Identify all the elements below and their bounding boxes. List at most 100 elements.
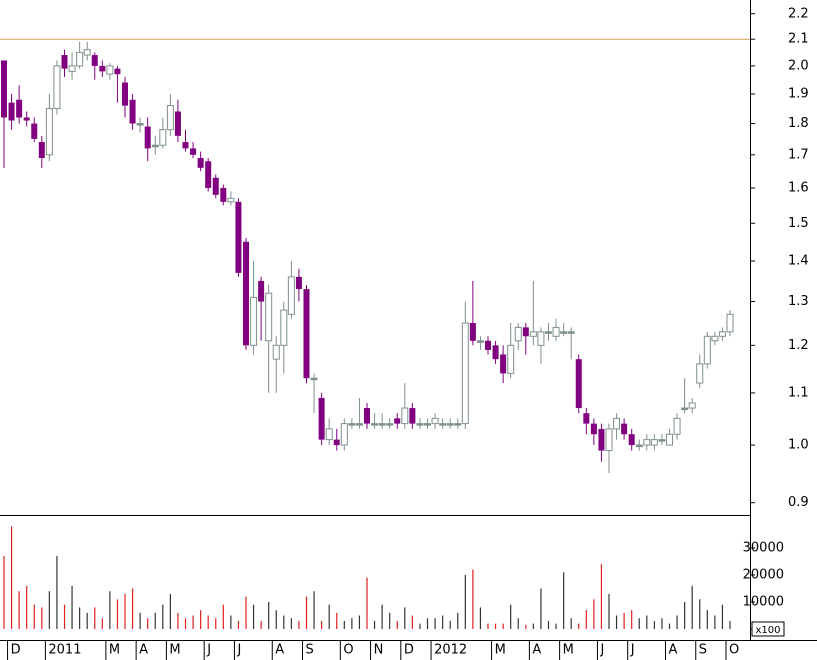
candle-body xyxy=(673,417,681,435)
candle-body xyxy=(545,331,552,334)
x-tick-label: J xyxy=(236,643,241,658)
x-tick-label: S xyxy=(306,643,314,658)
candle-body xyxy=(197,158,204,168)
candle-body xyxy=(114,68,121,75)
x-tick-label: A xyxy=(139,643,148,658)
candle-body xyxy=(718,331,726,337)
y-tick-label: 1.0 xyxy=(788,438,809,453)
candle-body xyxy=(681,407,689,411)
candle-body xyxy=(485,340,491,350)
candle-body xyxy=(303,289,310,379)
candle-body xyxy=(364,408,370,424)
candle-body xyxy=(409,408,416,424)
volume-tick-label: 10000 xyxy=(743,594,784,609)
candle-body xyxy=(212,177,219,195)
x-tick-label: 2011 xyxy=(48,643,81,658)
candle-body xyxy=(552,326,560,337)
x-tick-label: O xyxy=(729,643,739,658)
candle-body xyxy=(476,340,484,343)
candle-body xyxy=(635,444,643,448)
x-tick-label: A xyxy=(669,643,678,658)
candle-body xyxy=(492,345,499,360)
volume-unit: x100 xyxy=(755,625,780,636)
candle-body xyxy=(174,111,181,136)
candle-body xyxy=(386,423,394,426)
candle-body xyxy=(151,144,159,148)
candle-body xyxy=(136,123,144,126)
candle-body xyxy=(439,423,447,426)
candle-body xyxy=(567,331,575,334)
candle-body xyxy=(643,439,651,446)
candle-body xyxy=(537,331,545,346)
x-tick-label: N xyxy=(374,643,384,658)
y-tick-label: 2.0 xyxy=(788,58,809,73)
candle-body xyxy=(61,55,68,69)
candle-body xyxy=(159,129,167,146)
y-tick-label: 1.2 xyxy=(788,338,809,353)
candle-body xyxy=(605,428,613,452)
x-tick-label: M xyxy=(563,643,574,658)
y-tick-label: 1.9 xyxy=(788,86,809,101)
candle-body xyxy=(711,335,719,342)
candle-body xyxy=(295,276,302,290)
candle-body xyxy=(99,65,106,72)
candle-body xyxy=(182,142,189,149)
y-tick-label: 2.2 xyxy=(788,6,809,21)
candle-body xyxy=(658,439,666,442)
candle-body xyxy=(250,296,258,346)
candle-body xyxy=(243,241,249,346)
candle-body xyxy=(416,423,424,426)
candle-body xyxy=(469,323,476,341)
candle-body xyxy=(696,363,704,384)
candle-body xyxy=(590,423,597,435)
candle-body xyxy=(310,377,318,381)
candle-body xyxy=(598,428,605,451)
candle-body xyxy=(688,402,696,409)
candle-body xyxy=(454,423,462,426)
x-tick-label: 2012 xyxy=(434,643,467,658)
candle-body xyxy=(575,359,582,409)
y-tick-label: 1.5 xyxy=(788,216,809,231)
candle-body xyxy=(431,417,439,425)
volume-tick-label: 20000 xyxy=(743,567,784,582)
candle-body xyxy=(325,428,333,441)
y-tick-label: 1.6 xyxy=(788,180,809,195)
candle-body xyxy=(628,434,635,446)
candle-body xyxy=(8,102,15,121)
y-tick-label: 1.4 xyxy=(788,254,809,269)
x-tick-label: S xyxy=(699,643,707,658)
x-tick-label: D xyxy=(11,643,21,658)
candle-body xyxy=(83,49,91,56)
candle-body xyxy=(560,331,568,334)
candle-body xyxy=(529,331,537,337)
candle-body xyxy=(129,99,136,124)
candle-body xyxy=(53,65,61,110)
candle-body xyxy=(650,439,658,446)
candle-body xyxy=(45,108,53,156)
candle-body xyxy=(31,123,38,139)
y-tick-label: 1.3 xyxy=(788,294,809,309)
x-tick-label: M xyxy=(169,643,180,658)
x-tick-label: J xyxy=(630,643,635,658)
candle-body xyxy=(16,99,23,118)
candle-body xyxy=(621,423,628,435)
candle-body xyxy=(726,313,734,333)
candle-body xyxy=(258,280,265,302)
candle-body xyxy=(205,161,212,188)
y-tick-label: 1.1 xyxy=(788,385,809,400)
candle-body xyxy=(144,126,151,149)
candle-body xyxy=(522,327,529,337)
candle-body xyxy=(190,148,197,155)
candle-body xyxy=(507,344,515,374)
candle-body xyxy=(424,423,431,426)
candle-body xyxy=(666,433,673,446)
y-tick-label: 0.9 xyxy=(788,495,809,510)
volume-tick-label: 30000 xyxy=(743,540,784,555)
candle-body xyxy=(76,51,84,67)
candle-body xyxy=(272,344,280,360)
candle-body xyxy=(446,423,454,426)
candle-body xyxy=(122,82,128,106)
candle-body xyxy=(514,326,522,342)
candle-body xyxy=(378,423,386,426)
